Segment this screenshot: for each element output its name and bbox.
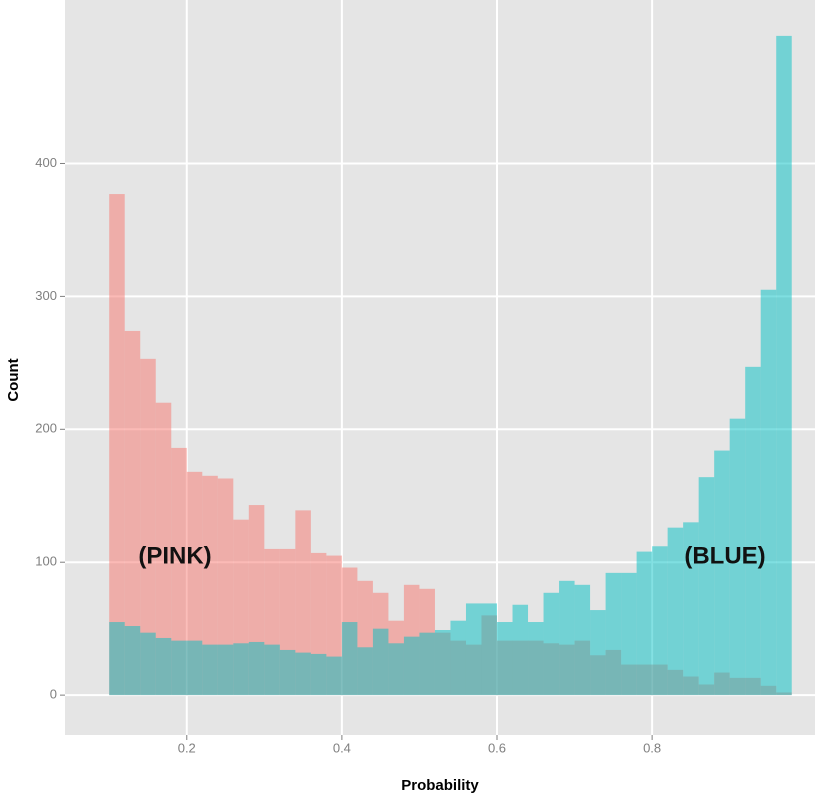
histogram-bar [434, 630, 451, 696]
histogram-bar [155, 402, 172, 696]
histogram-bar [481, 603, 498, 696]
histogram-bar [760, 289, 777, 696]
histogram-bar [357, 647, 373, 696]
histogram-bar [419, 632, 435, 696]
histogram-bar [729, 418, 746, 696]
histogram-bar [403, 636, 420, 696]
histogram-bar [450, 620, 466, 696]
x-tick-label: 0.4 [333, 740, 351, 755]
histogram-bar [652, 546, 668, 696]
histogram-bar [497, 622, 513, 696]
histogram-bar [698, 477, 715, 696]
histogram-bar [683, 522, 699, 696]
histogram-bar [140, 632, 156, 696]
x-axis-title: Probability [401, 777, 479, 794]
histogram-bar [217, 478, 234, 696]
histogram-bar [140, 358, 156, 696]
histogram-bar [621, 572, 637, 696]
histogram-bar [202, 475, 218, 696]
x-tick-label: 0.8 [643, 740, 661, 755]
histogram-bar [605, 572, 622, 696]
histogram-bar [512, 604, 529, 696]
annotation: (PINK) [138, 542, 211, 569]
histogram-bar [109, 194, 125, 696]
y-tick-label: 0 [50, 687, 57, 702]
histogram-bar [388, 643, 404, 696]
y-tick-label: 400 [35, 155, 57, 170]
histogram-bar [295, 510, 311, 696]
histogram-bar [109, 622, 125, 696]
histogram-bar [279, 649, 296, 696]
x-tick-label: 0.6 [488, 740, 506, 755]
annotation: (BLUE) [684, 542, 765, 569]
histogram-bar [248, 641, 265, 696]
histogram-bar [465, 603, 482, 696]
histogram-bar [310, 653, 327, 696]
y-tick-label: 200 [35, 421, 57, 436]
histogram-bar [171, 447, 187, 696]
histogram-bar [186, 640, 203, 696]
histogram-bar [264, 644, 280, 696]
y-axis-title: Count [5, 358, 22, 401]
histogram-bar [574, 584, 591, 696]
histogram-bar [559, 580, 575, 696]
histogram-bar [155, 637, 172, 696]
histogram-bar [543, 592, 560, 696]
histogram-bar [590, 610, 606, 696]
histogram-bar [528, 622, 544, 696]
histogram-bar [124, 626, 141, 696]
y-tick-label: 100 [35, 554, 57, 569]
x-tick-label: 0.2 [178, 740, 196, 755]
histogram-bar [171, 640, 187, 696]
histogram-bar [124, 330, 141, 696]
y-tick-label: 300 [35, 288, 57, 303]
histogram-bar [372, 628, 389, 696]
histogram-bar [186, 471, 203, 696]
histogram-bar [714, 450, 730, 696]
histogram-bar [776, 35, 792, 696]
histogram-bar [745, 366, 761, 696]
histogram-bar [341, 622, 358, 696]
histogram-bar [295, 652, 311, 696]
histogram-bar [667, 527, 684, 696]
histogram-bar [636, 551, 653, 696]
histogram-bar [326, 656, 342, 696]
histogram-bar [202, 644, 218, 696]
histogram-bar [217, 644, 234, 696]
histogram-bar [233, 643, 249, 696]
